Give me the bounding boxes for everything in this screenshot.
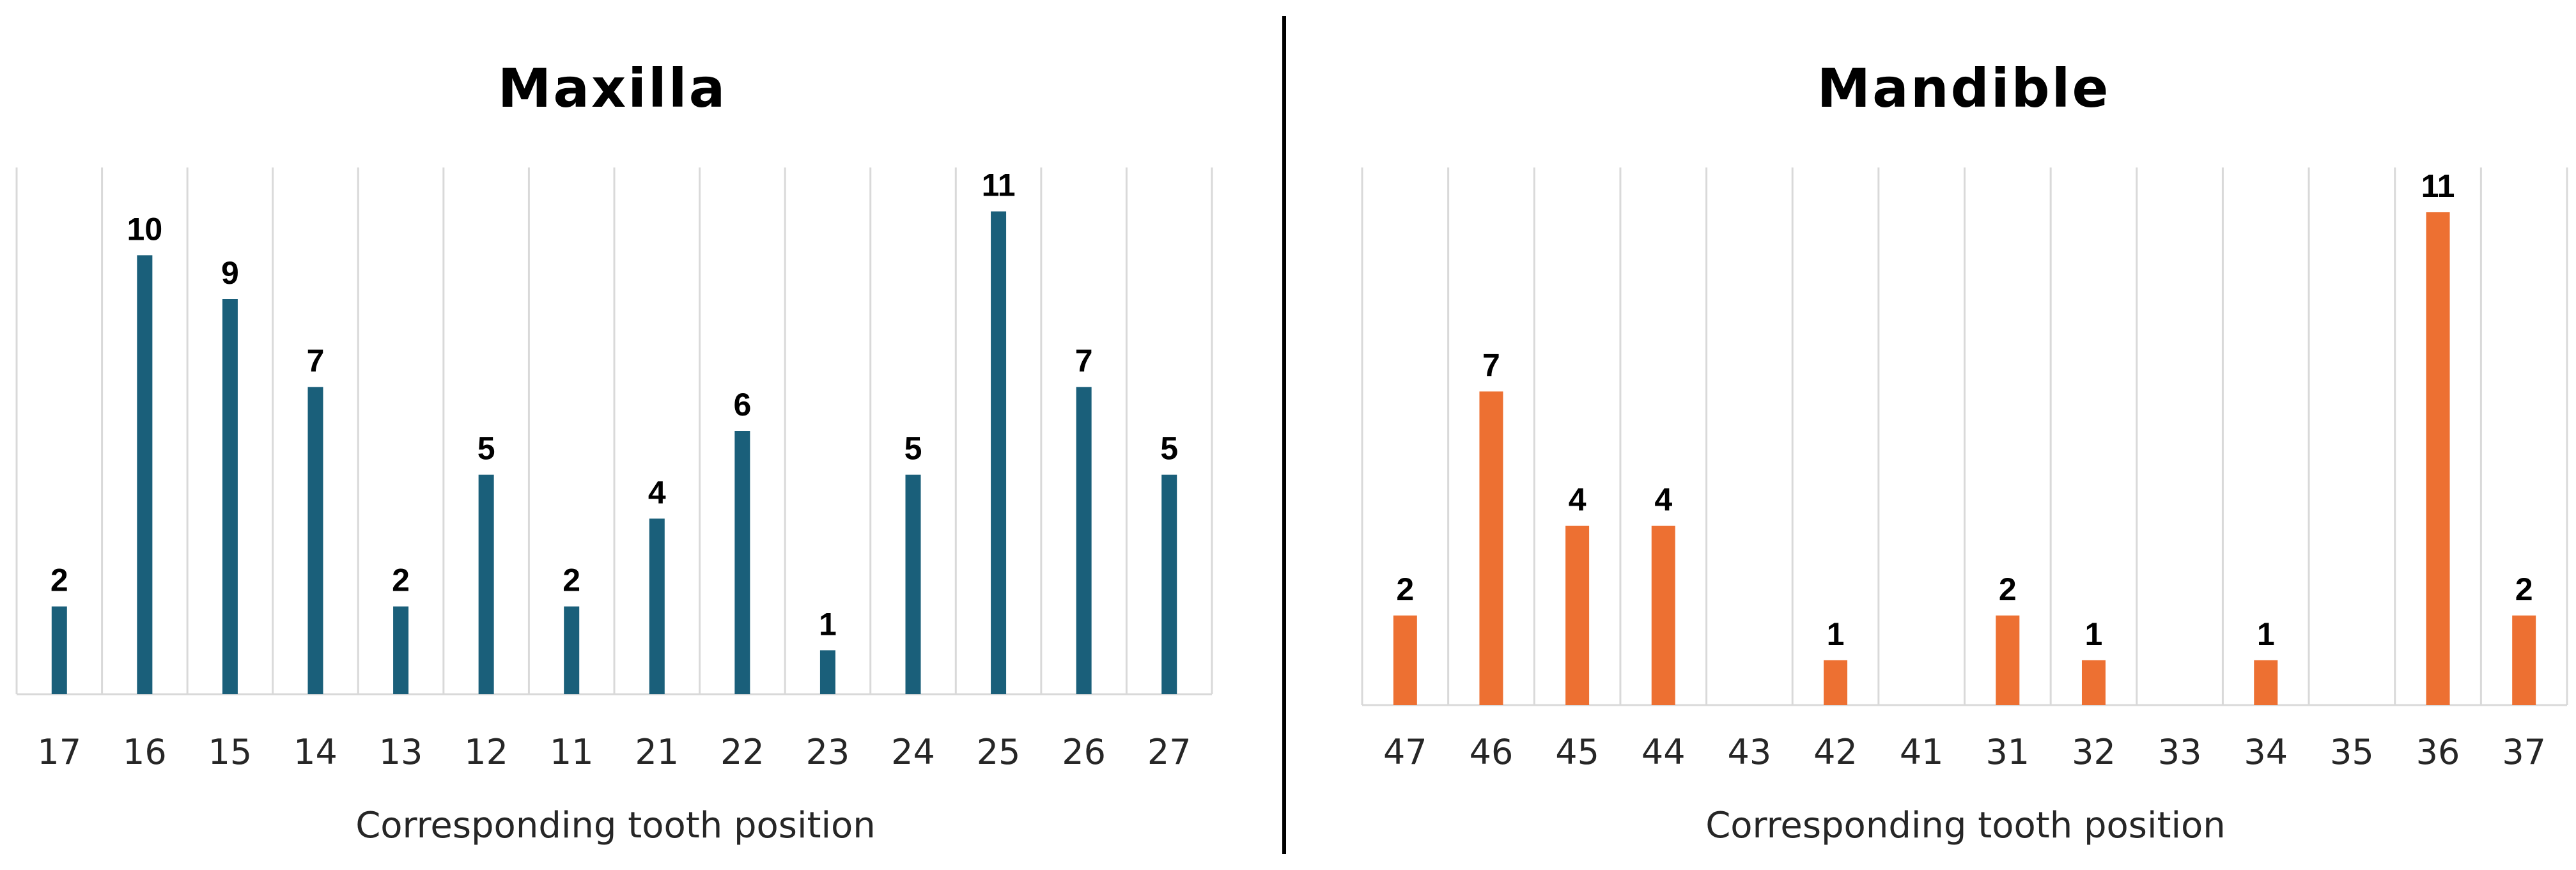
mandible-tick-label: 37 — [2502, 732, 2546, 772]
mandible-data-label: 2 — [2515, 571, 2533, 607]
maxilla-bar — [137, 255, 153, 694]
maxilla-tick-label: 12 — [464, 732, 508, 772]
mandible-bar — [2254, 660, 2278, 705]
maxilla-data-label: 7 — [307, 343, 325, 378]
maxilla-bar — [222, 299, 238, 694]
mandible-bar — [1651, 525, 1675, 705]
maxilla-bar — [649, 518, 665, 694]
mandible-tick-label: 41 — [1900, 732, 1944, 772]
maxilla-tick-label: 26 — [1062, 732, 1106, 772]
maxilla-gridlines — [15, 167, 1213, 694]
maxilla-data-label: 2 — [50, 563, 68, 598]
maxilla-tick-label: 16 — [123, 732, 167, 772]
maxilla-bar — [819, 650, 835, 694]
maxilla-x-axis-label: Corresponding tooth position — [355, 805, 876, 846]
mandible-tick-label: 35 — [2330, 732, 2374, 772]
mandible-data-label: 2 — [1999, 571, 2017, 607]
maxilla-data-label: 10 — [127, 211, 163, 247]
mandible-bars — [1393, 212, 2536, 705]
mandible-bar — [2512, 615, 2536, 705]
mandible-data-label: 1 — [1827, 616, 1845, 652]
maxilla-data-label: 2 — [392, 563, 410, 598]
maxilla-tick-label: 14 — [293, 732, 338, 772]
maxilla-bars — [51, 211, 1177, 695]
mandible-bar — [1824, 660, 1848, 705]
maxilla-bar — [564, 606, 580, 694]
maxilla-data-label: 5 — [1160, 431, 1178, 467]
mandible-data-label: 4 — [1569, 482, 1587, 518]
maxilla-tick-label: 13 — [379, 732, 423, 772]
mandible-tick-label: 46 — [1470, 732, 1514, 772]
mandible-tick-label: 45 — [1555, 732, 1599, 772]
mandible-tick-label: 32 — [2072, 732, 2116, 772]
maxilla-bar — [478, 474, 494, 694]
mandible-bar — [2426, 212, 2450, 705]
mandible-bar — [1996, 615, 2020, 705]
mandible-bar — [1393, 615, 1417, 705]
mandible-bar — [1479, 391, 1503, 705]
mandible-tick-label: 42 — [1813, 732, 1858, 772]
mandible-chart-title: Mandible — [1817, 57, 2111, 120]
maxilla-bar — [991, 211, 1007, 695]
maxilla-x-tick-labels: 17 16 15 14 13 12 11 21 22 23 24 25 26 27 — [37, 732, 1191, 772]
maxilla-bar — [1161, 474, 1177, 694]
mandible-bar — [1565, 525, 1590, 705]
maxilla-data-label: 7 — [1075, 343, 1093, 378]
maxilla-bar — [1076, 387, 1092, 694]
maxilla-tick-label: 15 — [208, 732, 252, 772]
maxilla-tick-label: 21 — [635, 732, 679, 772]
maxilla-data-label: 5 — [904, 431, 922, 467]
mandible-tick-label: 34 — [2244, 732, 2288, 772]
mandible-tick-label: 33 — [2158, 732, 2202, 772]
maxilla-data-label: 11 — [982, 167, 1016, 203]
mandible-tick-label: 31 — [1985, 732, 2029, 772]
maxilla-tick-label: 11 — [550, 732, 594, 772]
mandible-x-axis-label: Corresponding tooth position — [1705, 805, 2226, 846]
maxilla-data-label: 1 — [819, 606, 837, 642]
mandible-data-label: 11 — [2421, 168, 2455, 204]
maxilla-chart-title: Maxilla — [498, 57, 727, 120]
maxilla-tick-label: 17 — [37, 732, 81, 772]
maxilla-bar — [51, 606, 67, 694]
mandible-tick-label: 43 — [1728, 732, 1772, 772]
mandible-gridlines — [1361, 167, 2568, 705]
mandible-tick-label: 36 — [2416, 732, 2460, 772]
mandible-data-label: 4 — [1654, 482, 1672, 518]
mandible-tick-label: 47 — [1383, 732, 1427, 772]
mandible-bar — [2081, 660, 2106, 705]
maxilla-data-label: 5 — [477, 431, 495, 467]
maxilla-data-label: 4 — [648, 474, 666, 510]
maxilla-data-label: 9 — [221, 255, 239, 291]
mandible-data-label: 1 — [2257, 616, 2275, 652]
maxilla-bar — [905, 474, 921, 694]
maxilla-bar — [307, 387, 323, 694]
maxilla-tick-label: 27 — [1147, 732, 1191, 772]
maxilla-data-label: 2 — [563, 563, 580, 598]
maxilla-bar — [393, 606, 409, 694]
mandible-data-label: 1 — [2085, 616, 2103, 652]
maxilla-bar — [734, 431, 750, 694]
maxilla-tick-label: 24 — [891, 732, 935, 772]
mandible-tick-label: 44 — [1641, 732, 1686, 772]
maxilla-tick-label: 23 — [806, 732, 850, 772]
maxilla-data-label: 6 — [733, 387, 751, 423]
maxilla-tick-label: 25 — [977, 732, 1021, 772]
mandible-data-label: 7 — [1482, 347, 1500, 383]
maxilla-tick-label: 22 — [720, 732, 764, 772]
mandible-data-label: 2 — [1396, 571, 1414, 607]
mandible-x-tick-labels: 47 46 45 44 43 42 41 31 32 33 34 35 36 37 — [1383, 732, 2546, 772]
